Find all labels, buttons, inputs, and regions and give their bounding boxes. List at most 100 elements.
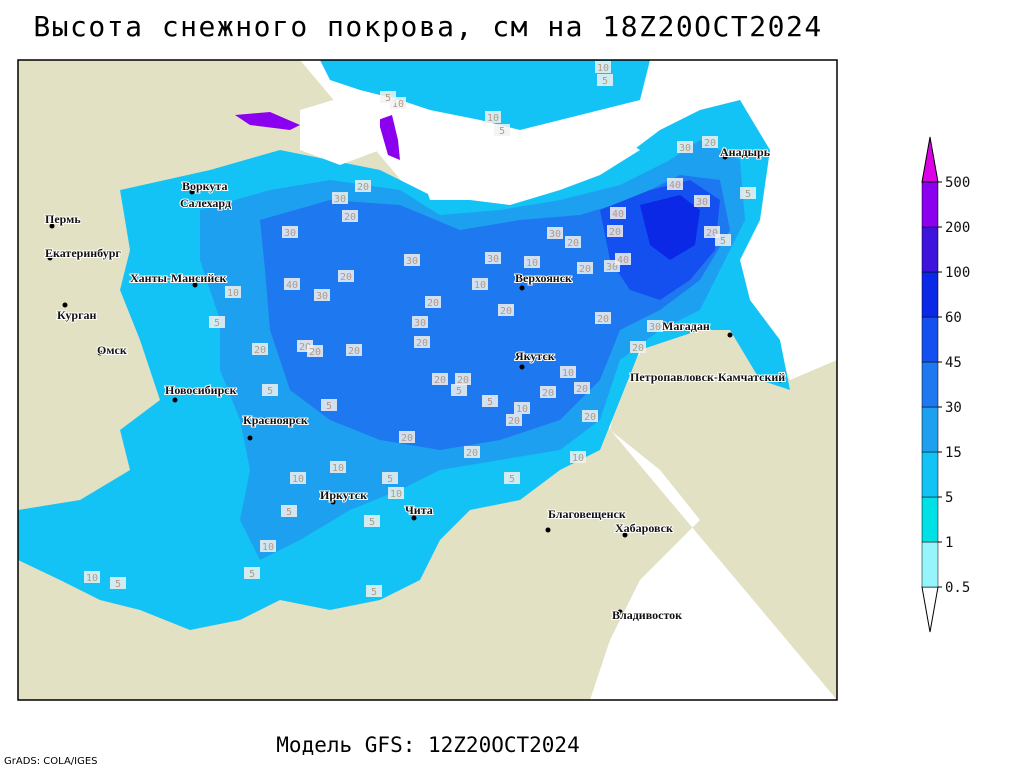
contour-label-box (110, 577, 126, 589)
city-dot (545, 527, 551, 533)
colorbar-segment (921, 406, 939, 453)
city-dot (622, 532, 628, 538)
city-dot (617, 609, 623, 615)
contour-label: 5 (286, 507, 292, 518)
contour-label-box (321, 399, 337, 411)
contour-label: 20 (416, 338, 428, 349)
contour-label-box (425, 296, 441, 308)
contour-label-box (595, 312, 611, 324)
contour-label: 20 (597, 314, 609, 325)
contour-label: 30 (316, 291, 328, 302)
contour-label: 5 (745, 189, 751, 200)
contour-label: 20 (704, 138, 716, 149)
contour-label-box (504, 472, 520, 484)
contour-label-box (364, 515, 380, 527)
contour-label-box (330, 461, 346, 473)
colorbar-segment (921, 181, 939, 228)
contour-label-box (524, 256, 540, 268)
contour-label: 30 (406, 256, 418, 267)
contour-label: 20 (500, 306, 512, 317)
contour-label-box (225, 286, 241, 298)
contour-label-box (547, 227, 563, 239)
contour-label-box (740, 187, 756, 199)
contour-label-box (260, 540, 276, 552)
contour-label: 30 (414, 318, 426, 329)
contour-label: 40 (286, 280, 298, 291)
contour-label-box (485, 252, 501, 264)
contour-label: 10 (86, 573, 98, 584)
contour-label: 20 (401, 433, 413, 444)
contour-label-box (282, 226, 298, 238)
contour-label: 20 (542, 388, 554, 399)
contour-label: 30 (649, 322, 661, 333)
contour-label: 20 (576, 384, 588, 395)
contour-label: 20 (434, 375, 446, 386)
city-label: Анадырь (720, 145, 771, 159)
sea-white-b (300, 95, 380, 165)
credit: GrADS: COLA/IGES (4, 756, 98, 767)
contour-label: 20 (567, 238, 579, 249)
contour-label-box (570, 451, 586, 463)
contour-label-box (506, 414, 522, 426)
contour-label: 20 (579, 264, 591, 275)
city-dot (247, 435, 253, 441)
city-label: Верхоянск (515, 271, 572, 285)
city-dot (411, 515, 417, 521)
contour-label-box (472, 278, 488, 290)
city-label: Екатеринбург (45, 246, 121, 260)
contour-label-box (432, 373, 448, 385)
contour-label-box (610, 207, 626, 219)
contour-label: 10 (572, 453, 584, 464)
snow-60 (640, 195, 700, 260)
contour-label: 40 (612, 209, 624, 220)
city-dot (722, 154, 728, 160)
city-dot (62, 302, 68, 308)
contour-label: 20 (706, 228, 718, 239)
contour-label: 10 (562, 368, 574, 379)
city-dot (47, 255, 53, 261)
contour-label: 20 (466, 448, 478, 459)
colorbar-segment (921, 451, 939, 498)
contour-label-box (560, 366, 576, 378)
contour-label: 10 (516, 404, 528, 415)
colorbar-label: 1 (945, 535, 953, 551)
city-label: Хабаровск (615, 521, 673, 535)
contour-label: 20 (348, 346, 360, 357)
contour-label-box (281, 505, 297, 517)
contour-label-box (332, 192, 348, 204)
city-label: Красноярск (243, 413, 308, 427)
contour-label-box (388, 487, 404, 499)
contour-label: 5 (487, 397, 493, 408)
colorbar-segment (921, 226, 939, 273)
city-dot (519, 364, 525, 370)
contour-label-box (715, 234, 731, 246)
contour-label: 5 (499, 126, 505, 137)
contour-label-box (607, 225, 623, 237)
colorbar-label: 30 (945, 400, 962, 416)
contour-label-box (244, 567, 260, 579)
contour-label: 10 (390, 489, 402, 500)
contour-label: 5 (509, 474, 515, 485)
contour-label: 5 (720, 236, 726, 247)
contour-label-box (414, 336, 430, 348)
colorbar-label: 200 (945, 220, 970, 236)
colorbar-segment (921, 316, 939, 363)
colorbar-above (921, 136, 939, 183)
city-label: Ханты-Мансийск (130, 271, 227, 285)
contour-label-box (514, 402, 530, 414)
contour-label: 20 (340, 272, 352, 283)
contour-label: 10 (332, 463, 344, 474)
colorbar-segment (921, 361, 939, 408)
contour-label: 5 (602, 76, 608, 87)
contour-label-box (540, 386, 556, 398)
contour-label-box (694, 195, 710, 207)
contour-label: 5 (267, 386, 273, 397)
contour-label: 5 (249, 569, 255, 580)
contour-label: 10 (526, 258, 538, 269)
colorbar-segment (921, 541, 939, 588)
city-label: Новосибирск (165, 383, 237, 397)
contour-label-box (677, 141, 693, 153)
city-label: Иркутск (320, 488, 367, 502)
